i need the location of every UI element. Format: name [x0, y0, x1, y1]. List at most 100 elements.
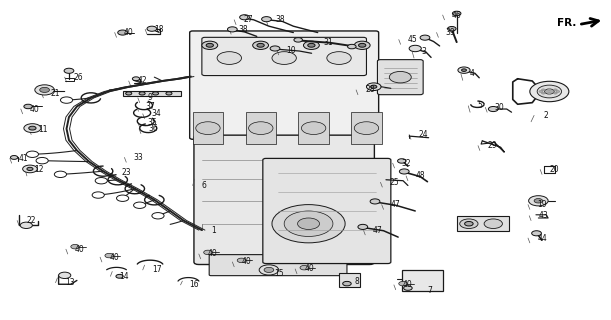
- Circle shape: [452, 11, 461, 16]
- Circle shape: [409, 45, 422, 52]
- Text: 42: 42: [138, 76, 147, 85]
- Text: 1: 1: [211, 226, 216, 235]
- Circle shape: [196, 122, 220, 134]
- Text: 4: 4: [470, 69, 475, 78]
- Circle shape: [40, 87, 49, 92]
- Text: 41: 41: [19, 154, 29, 163]
- Circle shape: [343, 281, 351, 286]
- Circle shape: [126, 92, 132, 95]
- Circle shape: [95, 178, 108, 184]
- Text: 40: 40: [208, 250, 218, 259]
- Text: FR.: FR.: [557, 18, 577, 28]
- Circle shape: [206, 44, 213, 47]
- Circle shape: [152, 212, 164, 219]
- Circle shape: [358, 224, 368, 229]
- Circle shape: [92, 192, 104, 198]
- Text: 45: 45: [408, 35, 418, 44]
- Circle shape: [134, 202, 146, 208]
- Text: 40: 40: [75, 245, 85, 254]
- Bar: [456, 216, 508, 231]
- Circle shape: [262, 17, 271, 22]
- Circle shape: [300, 266, 309, 270]
- Text: 25: 25: [390, 178, 399, 187]
- Circle shape: [20, 222, 32, 228]
- Circle shape: [270, 46, 280, 51]
- Circle shape: [547, 88, 551, 90]
- Circle shape: [488, 107, 498, 112]
- Circle shape: [354, 122, 379, 134]
- Circle shape: [27, 167, 33, 171]
- Circle shape: [139, 92, 145, 95]
- Circle shape: [464, 221, 473, 226]
- Bar: [402, 270, 443, 291]
- Circle shape: [354, 41, 370, 50]
- Text: 23: 23: [122, 168, 131, 177]
- Text: 39: 39: [445, 28, 455, 37]
- Circle shape: [399, 281, 408, 286]
- Circle shape: [60, 97, 73, 103]
- FancyBboxPatch shape: [194, 135, 375, 265]
- Circle shape: [301, 122, 326, 134]
- Circle shape: [348, 44, 356, 49]
- Circle shape: [298, 218, 320, 229]
- Circle shape: [272, 204, 345, 243]
- Text: 46: 46: [452, 11, 461, 20]
- Circle shape: [458, 67, 470, 73]
- Text: 40: 40: [403, 280, 413, 289]
- Circle shape: [23, 165, 37, 173]
- Text: 7: 7: [428, 286, 433, 295]
- Circle shape: [359, 44, 366, 47]
- Circle shape: [532, 231, 541, 236]
- Text: 16: 16: [189, 280, 199, 289]
- Text: 40: 40: [124, 28, 134, 37]
- Circle shape: [10, 156, 18, 159]
- Circle shape: [459, 219, 478, 228]
- Circle shape: [166, 92, 172, 95]
- Text: 21: 21: [51, 89, 60, 98]
- FancyBboxPatch shape: [189, 31, 379, 139]
- Text: 10: 10: [286, 45, 296, 55]
- FancyBboxPatch shape: [202, 37, 367, 76]
- Circle shape: [240, 15, 249, 20]
- Text: 38: 38: [238, 25, 248, 34]
- Circle shape: [404, 286, 412, 290]
- Circle shape: [447, 27, 456, 31]
- Text: 19: 19: [537, 200, 547, 209]
- Circle shape: [484, 219, 502, 228]
- Circle shape: [24, 124, 41, 132]
- Text: 47: 47: [373, 226, 382, 235]
- Text: 30: 30: [494, 103, 504, 112]
- Text: 40: 40: [241, 258, 251, 267]
- Circle shape: [54, 171, 67, 178]
- Circle shape: [133, 77, 140, 81]
- Circle shape: [529, 196, 548, 206]
- Circle shape: [237, 258, 246, 263]
- Circle shape: [227, 27, 237, 32]
- Circle shape: [556, 91, 560, 92]
- Text: 5: 5: [477, 101, 482, 110]
- Circle shape: [71, 244, 79, 249]
- Text: 33: 33: [134, 153, 144, 162]
- Bar: [298, 112, 329, 144]
- Circle shape: [547, 93, 551, 95]
- Circle shape: [105, 253, 114, 258]
- Circle shape: [117, 195, 129, 201]
- Text: 47: 47: [391, 200, 401, 209]
- Circle shape: [36, 157, 48, 164]
- Circle shape: [389, 71, 411, 83]
- Text: 14: 14: [120, 272, 129, 281]
- Circle shape: [461, 69, 466, 71]
- Text: 28: 28: [365, 85, 375, 94]
- Text: 35: 35: [147, 118, 157, 127]
- Circle shape: [24, 104, 32, 109]
- Circle shape: [327, 52, 351, 64]
- Text: 40: 40: [109, 253, 119, 262]
- Text: 37: 37: [146, 102, 156, 111]
- Text: 6: 6: [202, 181, 207, 190]
- Text: 9: 9: [147, 93, 152, 102]
- Text: 31: 31: [324, 38, 334, 47]
- Text: 15: 15: [274, 268, 284, 278]
- Bar: [192, 112, 223, 144]
- Circle shape: [26, 151, 38, 157]
- Circle shape: [29, 126, 36, 130]
